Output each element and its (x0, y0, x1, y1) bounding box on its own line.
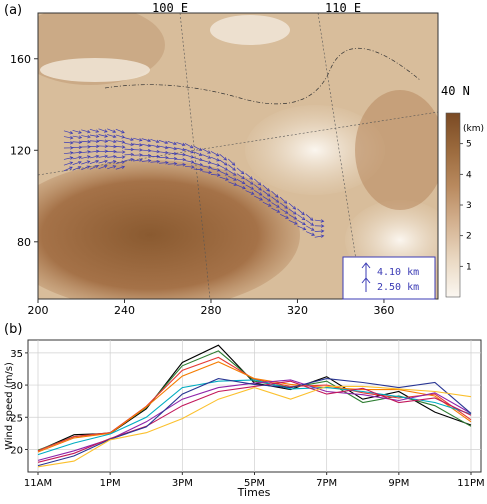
map-x-tick-label: 200 (28, 304, 49, 317)
chart-x-tick-label: 1PM (100, 478, 121, 489)
wind-legend-label-2: 2.50 km (377, 282, 419, 293)
map-x-axis: 200 240 280 320 360 (28, 299, 395, 317)
map-x-tick-label: 360 (373, 304, 394, 317)
colorbar-unit: (km) (463, 124, 484, 134)
plateau-relief (0, 160, 300, 310)
panel-label-a: (a) (4, 3, 22, 18)
lat-label-40: 40 N (441, 84, 470, 98)
map-y-tick-label: 120 (10, 144, 31, 157)
map-y-tick-label: 80 (17, 236, 31, 249)
colorbar-tick-label: 5 (466, 140, 472, 150)
colorbar-tick-label: 1 (466, 262, 472, 272)
taihang-relief (355, 90, 445, 210)
panel-label-b: (b) (4, 322, 22, 337)
map-x-tick-label: 280 (200, 304, 221, 317)
wind-legend-label-1: 4.10 km (377, 267, 419, 278)
map-x-tick-label: 240 (114, 304, 135, 317)
lon-label-110: 110 E (325, 1, 361, 15)
colorbar-gradient (446, 113, 460, 297)
chart-y-tick-label: 35 (10, 349, 23, 360)
map-y-axis: 80 120 160 (10, 53, 38, 249)
colorbar-tick-label: 2 (466, 232, 472, 242)
chart-x-label: Times (237, 486, 271, 499)
colorbar-tick-label: 3 (466, 201, 472, 211)
chart-x-tick-label: 11PM (457, 478, 484, 489)
chart-x-tick-label: 3PM (172, 478, 193, 489)
wind-legend: 4.10 km 2.50 km (343, 257, 435, 299)
map-x-tick-label: 320 (287, 304, 308, 317)
colorbar-ticks: 1 2 3 4 5 (460, 140, 472, 273)
map-y-tick-label: 160 (10, 53, 31, 66)
lon-label-100: 100 E (152, 1, 188, 15)
basin-relief (40, 58, 150, 82)
colorbar-tick-label: 4 (466, 170, 472, 180)
chart-x-tick-label: 7PM (316, 478, 337, 489)
chart-x-tick-label: 11AM (24, 478, 52, 489)
chart-y-label: Wind speed (m/s) (4, 362, 15, 450)
chart-x-tick-label: 9PM (388, 478, 409, 489)
desert-relief (210, 15, 290, 45)
colorbar: (km) 1 2 3 4 5 (446, 113, 484, 297)
